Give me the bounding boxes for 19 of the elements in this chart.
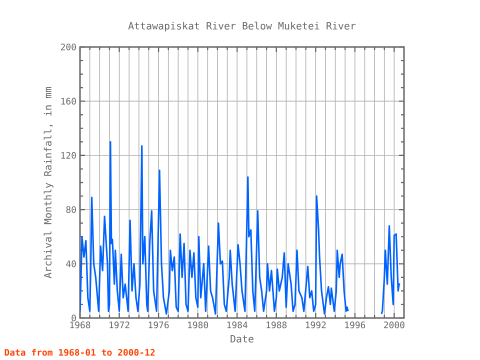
x-tick-label: 2000 — [384, 322, 404, 328]
y-tick-label: 0 — [72, 314, 76, 322]
text: Data from 1968-01 to 2000-12 — [4, 348, 155, 356]
x-tick-label: 1992 — [306, 322, 326, 328]
x-tick-label: 1996 — [345, 322, 366, 328]
x-tick-label: 1972 — [110, 322, 130, 328]
y-tick-label: 200 — [60, 44, 76, 50]
x-tick-label: 1988 — [266, 322, 287, 328]
x-tick-label: 1968 — [70, 322, 90, 328]
x-tick-label: 1984 — [227, 322, 248, 328]
y-tick-label: 160 — [61, 98, 76, 105]
y-tick-label: 40 — [66, 260, 76, 268]
y-axis-title: Archival Monthly Rainfall, in mm — [44, 87, 54, 278]
x-tick-label: 1976 — [148, 322, 169, 328]
y-tick-label: 120 — [61, 152, 76, 159]
x-tick-label: 1980 — [188, 322, 208, 328]
x-axis-title: Date — [230, 335, 254, 343]
y-tick-label: 80 — [66, 206, 76, 213]
chart-title: Attawapiskat River Below Muketei River — [128, 22, 356, 32]
